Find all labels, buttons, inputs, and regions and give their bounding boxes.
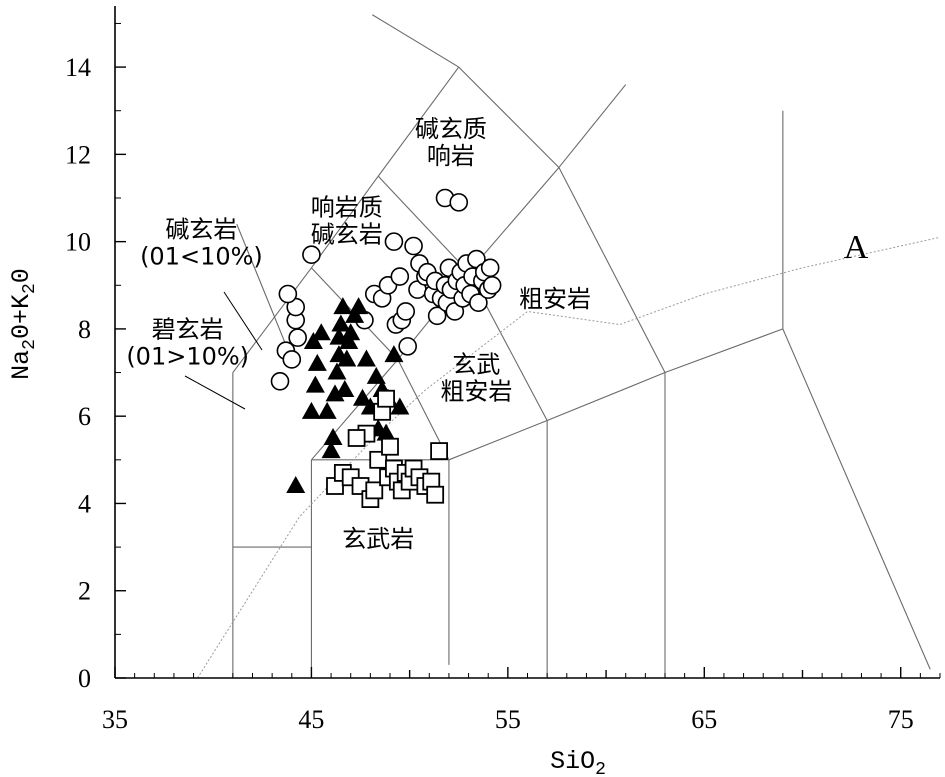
y-tick-label: 12 bbox=[65, 140, 91, 169]
field-label-picrobasalt: 碧玄岩(01>10%) bbox=[126, 316, 249, 371]
triangle-point bbox=[341, 323, 361, 341]
triangle-point bbox=[349, 297, 369, 315]
x-tick-label: 75 bbox=[888, 705, 914, 734]
y-ticks: 0 2 4 6 8 10 12 14 bbox=[65, 22, 126, 693]
triangle-point bbox=[339, 332, 359, 349]
circle-point bbox=[288, 328, 307, 347]
y-axis-title: Na20+K20 bbox=[7, 268, 40, 380]
square-point bbox=[381, 437, 399, 456]
circle-point bbox=[482, 275, 502, 295]
triangle-point bbox=[317, 401, 337, 419]
triangle-point bbox=[286, 476, 306, 493]
field-boundary-4 bbox=[372, 14, 460, 68]
field-boundary-6 bbox=[558, 84, 627, 168]
y-tick-label: 8 bbox=[78, 315, 91, 344]
field-boundary-1 bbox=[232, 267, 312, 373]
circle-point bbox=[398, 337, 417, 356]
x-ticks: 35 45 55 65 75 bbox=[102, 667, 941, 734]
circle-point bbox=[480, 258, 500, 278]
y-tick-label: 14 bbox=[65, 53, 91, 82]
square-point bbox=[426, 485, 445, 504]
field-label-basalt: 玄武岩 bbox=[342, 525, 414, 553]
data-points bbox=[270, 188, 502, 508]
field-boundary-15 bbox=[664, 328, 784, 374]
triangle-point bbox=[337, 349, 357, 367]
triangle-point bbox=[329, 327, 349, 345]
triangle-point bbox=[335, 380, 355, 397]
picrobasalt-leader bbox=[184, 375, 246, 410]
y-tick-label: 0 bbox=[78, 664, 91, 693]
x-tick-label: 55 bbox=[495, 705, 521, 734]
circle-point bbox=[449, 193, 469, 212]
triangle-point bbox=[366, 366, 386, 384]
triangle-point bbox=[353, 388, 372, 406]
field-labels: 碧玄岩(01>10%) 碱玄岩(01<10%) 响岩质碱玄岩碱玄质响岩粗安岩玄武粗安… bbox=[126, 115, 868, 553]
field-label-trachyandesite: 粗安岩 bbox=[519, 285, 591, 313]
y-tick-label: 6 bbox=[78, 402, 91, 431]
x-axis-title: SiO2 bbox=[550, 747, 606, 777]
square-point bbox=[365, 481, 384, 500]
field-boundary-11 bbox=[448, 420, 548, 461]
square-point bbox=[377, 389, 395, 408]
square-point bbox=[430, 442, 449, 460]
x-tick-label: 35 bbox=[102, 705, 128, 734]
circle-point bbox=[469, 293, 488, 313]
square-point bbox=[347, 429, 366, 447]
triangle-point bbox=[311, 323, 331, 341]
field-label-basanite: 碱玄岩(01<10%) bbox=[140, 215, 263, 270]
triangle-point bbox=[325, 384, 345, 402]
field-boundaries bbox=[232, 14, 931, 678]
circle-point bbox=[302, 245, 321, 265]
field-boundary-5 bbox=[458, 66, 560, 168]
alkaline-boundary bbox=[197, 236, 941, 679]
field-label-basaltic-trachyandesite: 玄武粗安岩 bbox=[440, 351, 512, 406]
triangle-point bbox=[333, 297, 353, 315]
circle-point bbox=[390, 267, 410, 286]
y-tick-label: 2 bbox=[78, 577, 91, 606]
alkaline-subalkaline-line bbox=[197, 236, 941, 679]
triangle-point bbox=[307, 353, 327, 371]
field-label-phonotephrite: 响岩质碱玄岩 bbox=[311, 193, 383, 248]
triangle-point bbox=[323, 428, 343, 445]
triangle-point bbox=[384, 345, 404, 363]
triangle-point bbox=[303, 332, 323, 349]
x-tick-label: 65 bbox=[691, 705, 717, 734]
field-boundary-24 bbox=[236, 223, 293, 360]
x-tick-label: 45 bbox=[298, 705, 324, 734]
field-boundary-26 bbox=[377, 175, 469, 273]
circle-point bbox=[396, 302, 416, 321]
basanite-leader bbox=[223, 291, 263, 351]
circle-point bbox=[427, 306, 447, 326]
circle-point bbox=[270, 371, 290, 391]
field-boundary-2 bbox=[310, 175, 379, 269]
circle-point bbox=[282, 350, 302, 369]
circle-point bbox=[384, 232, 404, 251]
y-tick-label: 10 bbox=[65, 228, 91, 257]
triangle-point bbox=[345, 305, 365, 323]
field-boundary-7 bbox=[558, 167, 666, 373]
triangle-point bbox=[321, 441, 341, 459]
triangle-point bbox=[390, 397, 410, 415]
circle-point bbox=[404, 236, 423, 256]
y-tick-label: 4 bbox=[78, 489, 91, 518]
alkaline-boundary-label: A bbox=[844, 229, 869, 266]
triangle-point bbox=[301, 401, 321, 419]
triangle-point bbox=[305, 375, 325, 393]
field-boundary-17 bbox=[782, 328, 931, 670]
field-boundary-3 bbox=[377, 66, 460, 177]
field-label-tephriphonolite: 碱玄质响岩 bbox=[415, 115, 487, 170]
circle-point bbox=[278, 284, 298, 304]
triangle-point bbox=[356, 349, 376, 367]
triangle-point bbox=[331, 314, 351, 332]
triangle-point bbox=[327, 362, 347, 380]
triangle-point bbox=[376, 423, 396, 441]
field-boundary-13 bbox=[546, 372, 666, 422]
